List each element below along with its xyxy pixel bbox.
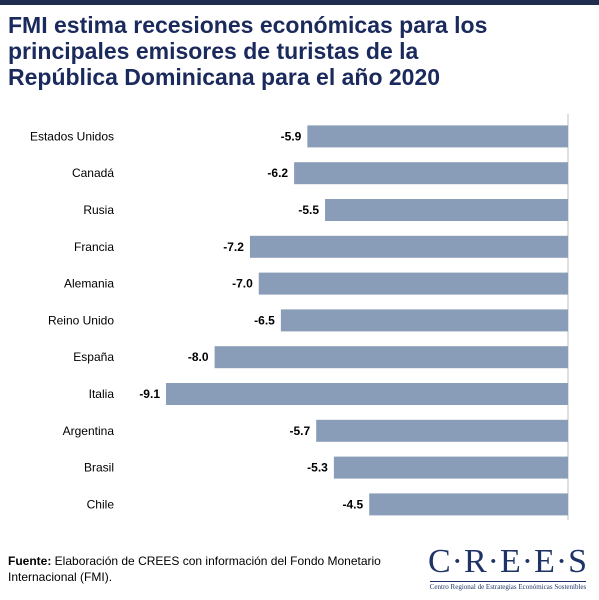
bar-4: [258, 272, 568, 295]
bar-2: [325, 199, 568, 221]
bar-5: [280, 309, 568, 332]
bar-10: [369, 493, 568, 516]
value-label-4: -7.0: [232, 277, 253, 291]
bar-7: [166, 383, 568, 405]
value-label-7: -9.1: [139, 387, 160, 401]
value-label-6: -8.0: [188, 350, 209, 364]
value-label-10: -4.5: [343, 497, 364, 511]
bar-1: [294, 162, 568, 185]
category-label-3: Francia: [74, 240, 114, 254]
bar-8: [316, 419, 568, 442]
value-label-0: -5.9: [281, 129, 302, 143]
logo-subtitle: Centro Regional de Estrategias Económica…: [429, 583, 587, 591]
category-label-6: España: [73, 350, 114, 364]
value-label-2: -5.5: [298, 203, 319, 217]
crees-logo: C·R·E·E·S Centro Regional de Estrategias…: [428, 545, 588, 593]
bar-9: [333, 456, 568, 479]
value-label-8: -5.7: [290, 424, 311, 438]
category-label-10: Chile: [87, 497, 115, 511]
title-line-3: República Dominicana para el año 2020: [8, 64, 441, 90]
category-label-1: Canadá: [72, 166, 114, 180]
value-label-1: -6.2: [267, 166, 288, 180]
category-label-9: Brasil: [84, 461, 114, 475]
category-label-4: Alemania: [64, 277, 114, 291]
chart-title: FMI estima recesiones económicas para lo…: [8, 12, 593, 90]
category-label-2: Rusia: [83, 203, 114, 217]
bar-3: [249, 235, 568, 258]
value-label-9: -5.3: [307, 461, 328, 475]
source-note: Fuente: Elaboración de CREES con informa…: [8, 553, 408, 585]
logo-divider: [430, 581, 586, 582]
top-accent-bar: [0, 0, 599, 5]
category-label-5: Reino Unido: [48, 313, 114, 327]
bar-chart: -5.9 Estados Unidos -6.2 Canadá -5.5 Rusia -7.…: [30, 114, 569, 520]
logo-wordmark: C·R·E·E·S: [428, 543, 589, 580]
source-label: Fuente:: [8, 554, 52, 568]
value-label-5: -6.5: [254, 313, 275, 327]
bar-0: [307, 125, 568, 148]
bar-6: [214, 346, 569, 369]
source-text: Elaboración de CREES con información del…: [8, 554, 381, 584]
category-label-8: Argentina: [63, 424, 115, 438]
category-label-0: Estados Unidos: [30, 129, 114, 143]
category-label-7: Italia: [89, 387, 115, 401]
title-line-1: FMI estima recesiones económicas para lo…: [8, 12, 488, 38]
value-label-3: -7.2: [223, 240, 244, 254]
title-line-2: principales emisores de turistas de la: [8, 38, 419, 64]
